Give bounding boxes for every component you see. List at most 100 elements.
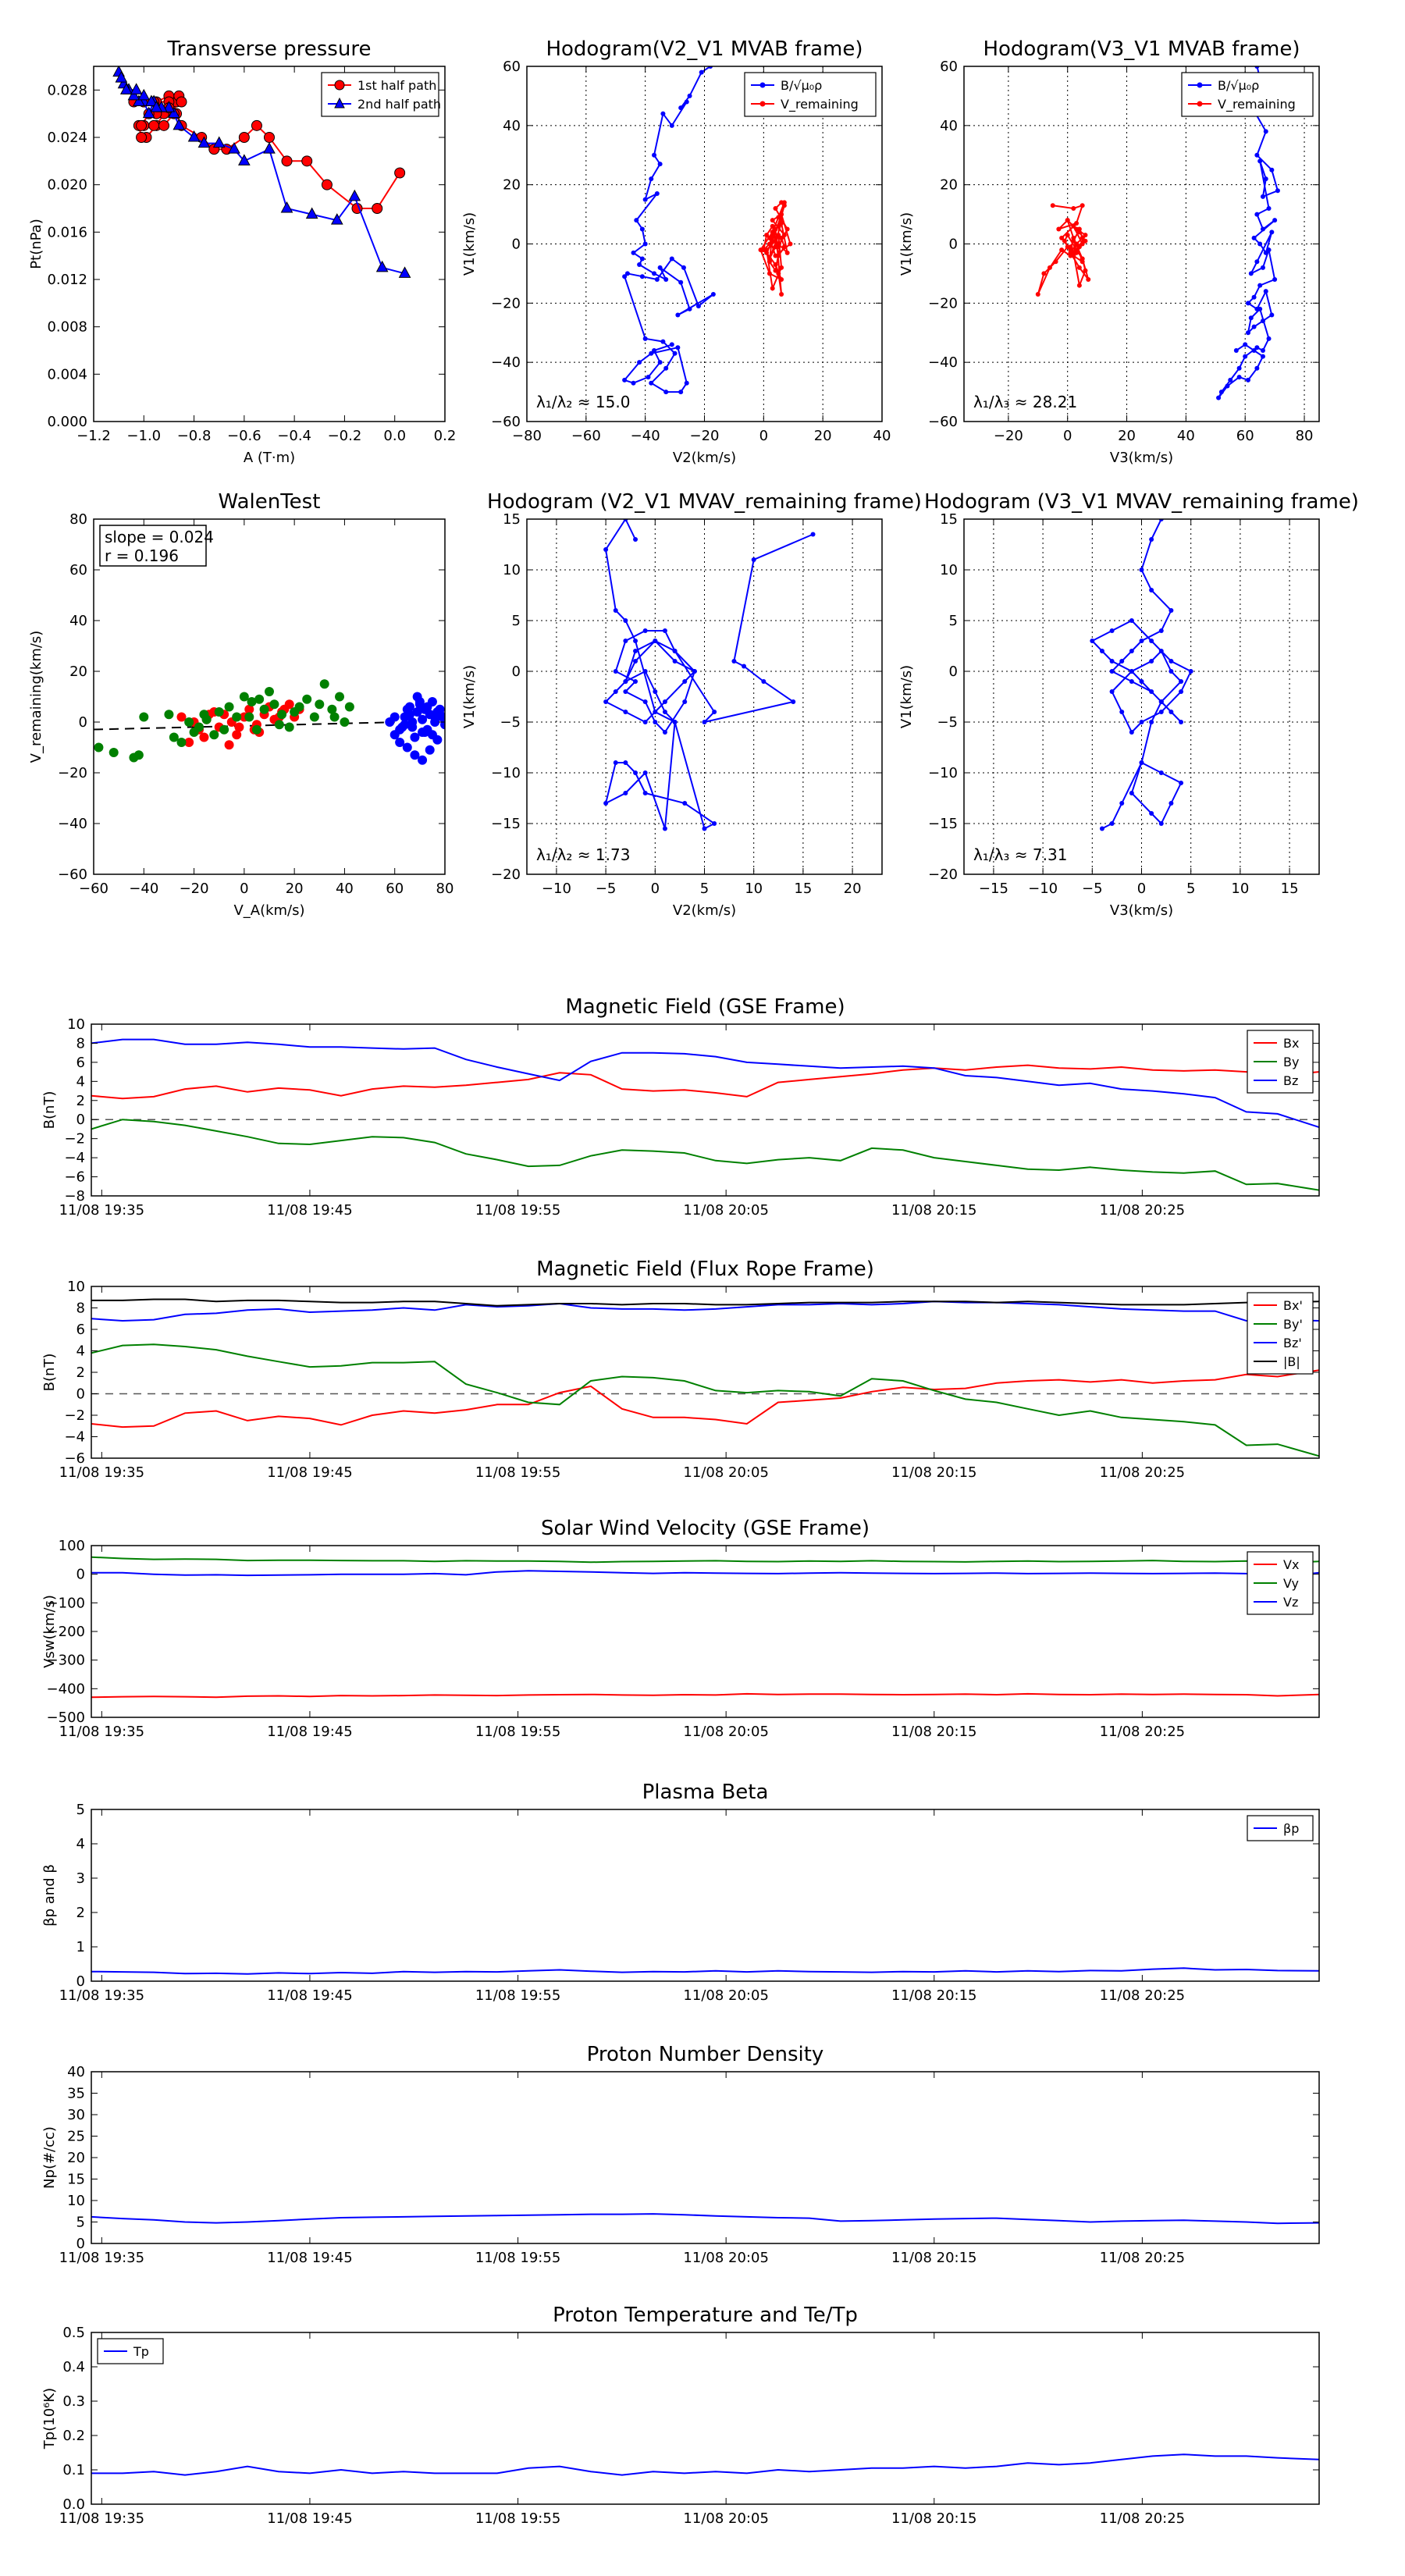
x-tick-label: −5 <box>596 881 617 897</box>
data-point <box>340 717 350 727</box>
data-point <box>1158 649 1164 653</box>
data-point <box>254 694 265 704</box>
data-point <box>1071 206 1076 211</box>
x-tick-label: 40 <box>336 881 354 897</box>
data-point <box>663 390 669 395</box>
data-point <box>1254 345 1260 350</box>
data-point <box>1047 265 1052 270</box>
data-point <box>410 732 420 742</box>
chart-title: Magnetic Field (Flux Rope Frame) <box>536 1258 874 1281</box>
data-point <box>1158 821 1164 826</box>
data-point <box>779 265 784 270</box>
data-point <box>776 271 781 276</box>
x-tick-label: 11/08 19:35 <box>59 1724 144 1740</box>
data-point <box>672 659 678 664</box>
data-point <box>1263 289 1268 294</box>
data-point <box>770 218 775 223</box>
x-tick-label: 11/08 20:15 <box>891 1987 976 2004</box>
data-point <box>176 712 187 722</box>
data-point <box>687 306 692 311</box>
data-point <box>212 136 226 148</box>
data-point <box>1059 247 1065 253</box>
data-point <box>1168 669 1174 674</box>
x-tick-label: 11/08 20:05 <box>683 2510 768 2527</box>
y-tick-label: 0.004 <box>47 366 87 382</box>
data-point <box>280 201 293 213</box>
data-point <box>684 380 689 386</box>
data-point <box>1065 233 1070 238</box>
data-point <box>1149 720 1154 724</box>
data-point <box>1168 659 1174 664</box>
x-tick-label: 11/08 20:15 <box>891 1724 976 1740</box>
data-point <box>767 241 772 247</box>
y-tick-label: −40 <box>58 816 87 832</box>
x-tick-label: 11/08 20:25 <box>1100 2510 1185 2527</box>
data-point <box>1257 158 1263 164</box>
data-point <box>139 712 149 722</box>
data-point <box>773 268 778 273</box>
y-tick-label: −100 <box>47 1595 85 1611</box>
x-tick-label: 5 <box>1186 881 1195 897</box>
x-tick-label: 80 <box>1296 428 1314 444</box>
data-point <box>631 250 636 255</box>
axes-frame <box>91 1809 1320 1982</box>
data-point <box>770 229 775 235</box>
x-tick-label: 11/08 19:45 <box>267 2250 352 2266</box>
data-point <box>663 365 669 371</box>
data-point <box>137 88 151 101</box>
y-tick-label: 10 <box>67 1016 85 1033</box>
x-tick-label: 20 <box>286 881 304 897</box>
data-point <box>435 710 445 720</box>
data-point <box>699 69 704 75</box>
legend-marker <box>759 101 766 107</box>
data-point <box>642 770 648 775</box>
data-point <box>633 537 638 542</box>
data-point <box>1179 689 1184 694</box>
axes-frame <box>91 2332 1320 2505</box>
data-point <box>1083 233 1088 238</box>
legend-label: V_remaining <box>1218 97 1296 112</box>
data-point <box>232 712 242 722</box>
x-tick-label: −15 <box>979 881 1008 897</box>
y-tick-label: 60 <box>503 59 521 75</box>
legend-label: Vx <box>1283 1557 1299 1572</box>
data-point <box>1225 383 1230 389</box>
legend-marker <box>1197 101 1203 107</box>
data-point <box>773 244 778 250</box>
data-point <box>1168 801 1174 806</box>
legend-label: Vz <box>1283 1595 1298 1610</box>
data-point <box>1168 608 1174 613</box>
y-tick-label: 0.1 <box>62 2462 85 2478</box>
series-line-1 <box>91 1556 1319 1564</box>
data-point <box>781 244 787 250</box>
data-point <box>224 702 234 712</box>
data-point <box>1109 659 1115 664</box>
data-point <box>623 791 628 795</box>
data-point <box>1272 218 1278 223</box>
x-tick-label: −40 <box>631 428 660 444</box>
data-point <box>1129 618 1134 623</box>
x-tick-label: −1.0 <box>126 428 161 444</box>
x-axis-label: V_A(km/s) <box>233 902 304 919</box>
data-point <box>1149 537 1154 542</box>
data-point <box>398 266 411 278</box>
chart-hodo_v3v1_mvab: Hodogram(V3_V1 MVAB frame) −20 0 20 40 60 80 −6… <box>898 37 1320 466</box>
data-point <box>1263 176 1268 182</box>
x-tick-label: 11/08 19:35 <box>59 1464 144 1481</box>
data-point <box>1266 336 1272 341</box>
legend-marker <box>334 97 345 109</box>
axes-frame <box>91 1023 1320 1197</box>
data-point <box>327 704 337 714</box>
y-tick-label: 20 <box>69 664 87 680</box>
data-point <box>1099 649 1104 653</box>
data-point <box>277 710 287 720</box>
legend-box <box>97 2338 164 2364</box>
data-point <box>1149 639 1154 643</box>
data-point <box>682 679 688 684</box>
data-point <box>232 730 242 740</box>
data-point <box>162 101 176 112</box>
y-axis-label: B(nT) <box>41 1354 58 1392</box>
legend-box <box>1247 1030 1314 1094</box>
data-point <box>1083 238 1088 244</box>
data-point <box>642 720 648 724</box>
